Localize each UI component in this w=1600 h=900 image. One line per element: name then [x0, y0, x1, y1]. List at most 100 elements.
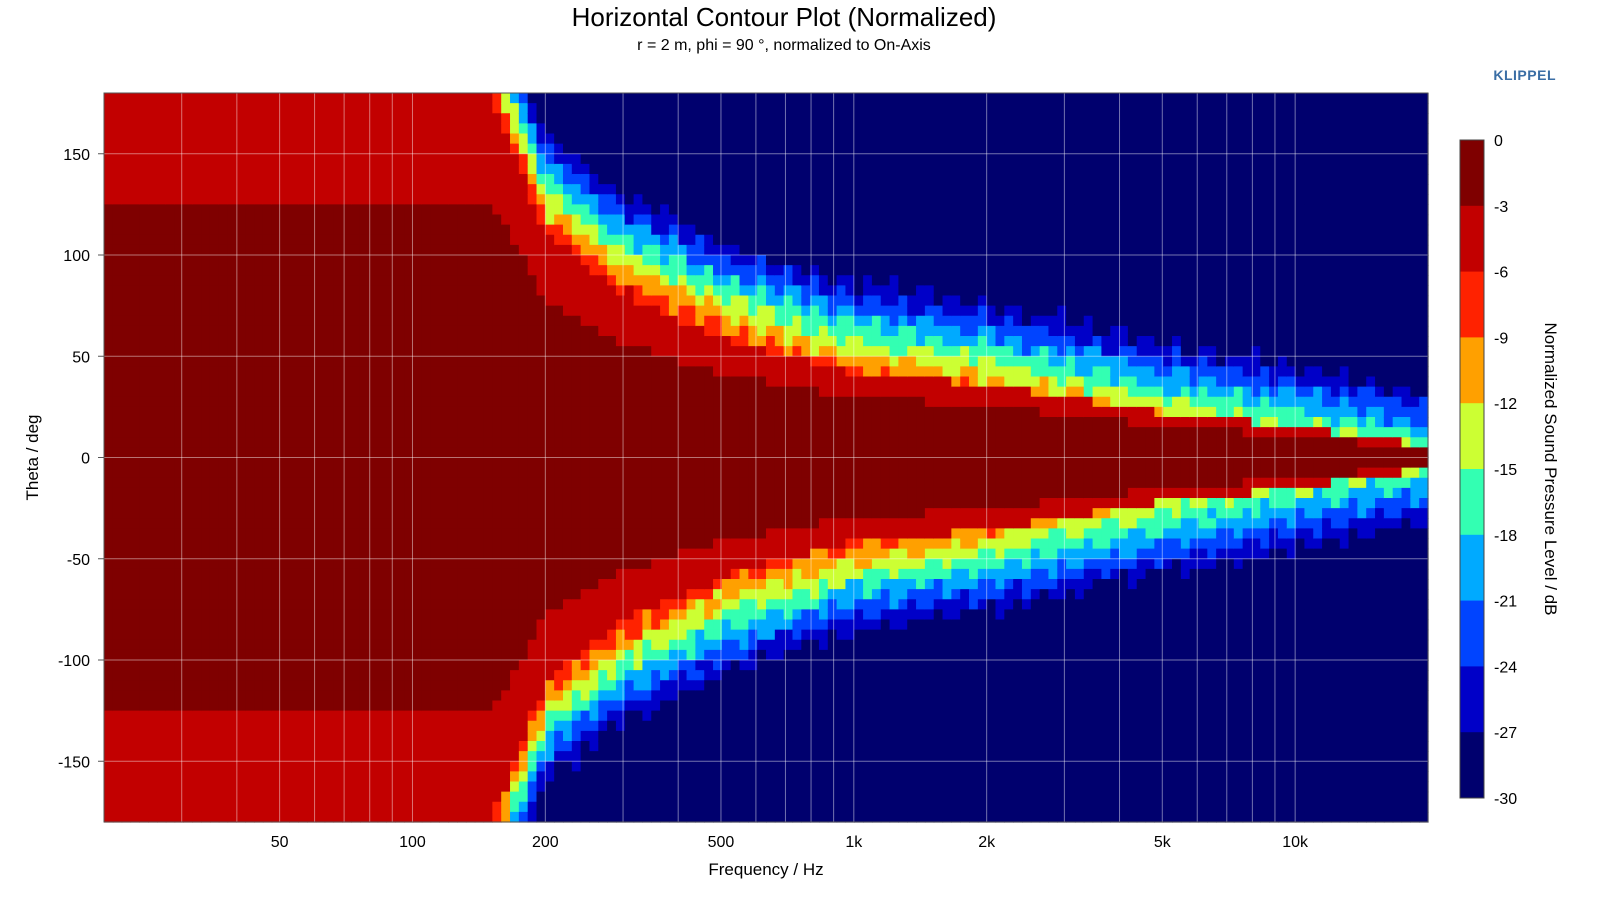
heatmap-cell — [192, 791, 202, 803]
heatmap-cell — [633, 508, 644, 519]
heatmap-cell — [130, 700, 140, 712]
heatmap-cell — [245, 781, 255, 793]
heatmap-cell — [660, 457, 670, 469]
heatmap-cell — [457, 619, 467, 631]
heatmap-cell — [245, 771, 255, 783]
heatmap-cell — [554, 143, 564, 155]
heatmap-cell — [209, 93, 220, 104]
heatmap-cell — [298, 568, 308, 580]
heatmap-cell — [130, 781, 140, 793]
heatmap-cell — [359, 204, 370, 216]
heatmap-cell — [642, 255, 652, 266]
heatmap-cell — [527, 143, 538, 155]
heatmap-cell — [501, 244, 511, 256]
heatmap-cell — [201, 629, 211, 641]
heatmap-cell — [201, 710, 211, 722]
heatmap-cell — [130, 255, 140, 266]
heatmap-cell — [209, 690, 220, 702]
heatmap-cell — [342, 741, 352, 752]
heatmap-cell — [624, 599, 635, 610]
heatmap-cell — [457, 538, 467, 550]
heatmap-cell — [271, 558, 282, 570]
heatmap-cell — [227, 123, 237, 135]
heatmap-cell — [677, 761, 688, 772]
heatmap-cell — [545, 487, 555, 499]
heatmap-cell — [677, 741, 688, 752]
heatmap-cell — [412, 781, 423, 793]
heatmap-cell — [598, 741, 608, 752]
heatmap-cell — [112, 153, 123, 165]
heatmap-cell — [236, 366, 246, 378]
heatmap-cell — [421, 528, 432, 540]
heatmap-cell — [642, 315, 652, 327]
heatmap-cell — [598, 184, 608, 195]
heatmap-cell — [139, 599, 149, 610]
heatmap-cell — [633, 528, 644, 540]
heatmap-cell — [571, 538, 582, 550]
heatmap-cell — [298, 396, 308, 408]
heatmap-cell — [192, 184, 202, 195]
heatmap-cell — [148, 771, 158, 783]
heatmap-cell — [342, 113, 352, 124]
heatmap-cell — [492, 366, 502, 378]
heatmap-cell — [183, 599, 193, 610]
heatmap-cell — [562, 325, 573, 337]
heatmap-cell — [368, 599, 379, 610]
heatmap-cell — [474, 619, 485, 631]
heatmap-cell — [236, 143, 246, 155]
heatmap-cell — [448, 406, 458, 418]
heatmap-cell — [280, 538, 290, 550]
heatmap-cell — [465, 639, 476, 651]
heatmap-cell — [457, 801, 467, 813]
heatmap-cell — [704, 417, 714, 428]
heatmap-cell — [465, 194, 476, 205]
heatmap-cell — [457, 720, 467, 732]
heatmap-cell — [510, 477, 520, 489]
heatmap-cell — [580, 670, 591, 681]
heatmap-cell — [642, 133, 652, 145]
heatmap-cell — [130, 285, 140, 297]
heatmap-cell — [430, 589, 441, 600]
heatmap-cell — [386, 670, 396, 681]
heatmap-cell — [571, 670, 582, 681]
heatmap-cell — [439, 457, 449, 469]
heatmap-cell — [395, 123, 405, 135]
heatmap-cell — [289, 720, 299, 732]
heatmap-cell — [404, 720, 414, 732]
heatmap-cell — [359, 619, 370, 631]
heatmap-cell — [457, 487, 467, 499]
heatmap-cell — [165, 649, 176, 661]
heatmap-cell — [510, 649, 520, 661]
heatmap-cell — [492, 609, 502, 621]
heatmap-cell — [245, 123, 255, 135]
heatmap-cell — [448, 386, 458, 398]
heatmap-cell — [209, 781, 220, 793]
heatmap-cell — [404, 730, 414, 742]
heatmap-cell — [236, 275, 246, 286]
heatmap-cell — [165, 477, 176, 489]
heatmap-cell — [686, 518, 696, 529]
heatmap-cell — [633, 518, 644, 529]
heatmap-cell — [271, 234, 282, 246]
heatmap-cell — [527, 690, 538, 702]
heatmap-cell — [695, 275, 705, 286]
heatmap-cell — [368, 619, 379, 631]
heatmap-cell — [430, 477, 441, 489]
heatmap-cell — [704, 113, 714, 124]
heatmap-cell — [677, 437, 688, 448]
heatmap-cell — [386, 204, 396, 216]
heatmap-cell — [651, 437, 661, 448]
heatmap-cell — [307, 487, 317, 499]
heatmap-cell — [377, 325, 388, 337]
heatmap-cell — [483, 153, 493, 165]
heatmap-cell — [386, 609, 396, 621]
heatmap-cell — [527, 801, 538, 813]
heatmap-cell — [457, 153, 467, 165]
heatmap-cell — [510, 771, 520, 783]
heatmap-cell — [377, 265, 388, 276]
heatmap-cell — [642, 234, 652, 246]
heatmap-cell — [236, 93, 246, 104]
heatmap-cell — [315, 285, 326, 297]
heatmap-cell — [271, 315, 282, 327]
heatmap-cell — [156, 305, 167, 317]
